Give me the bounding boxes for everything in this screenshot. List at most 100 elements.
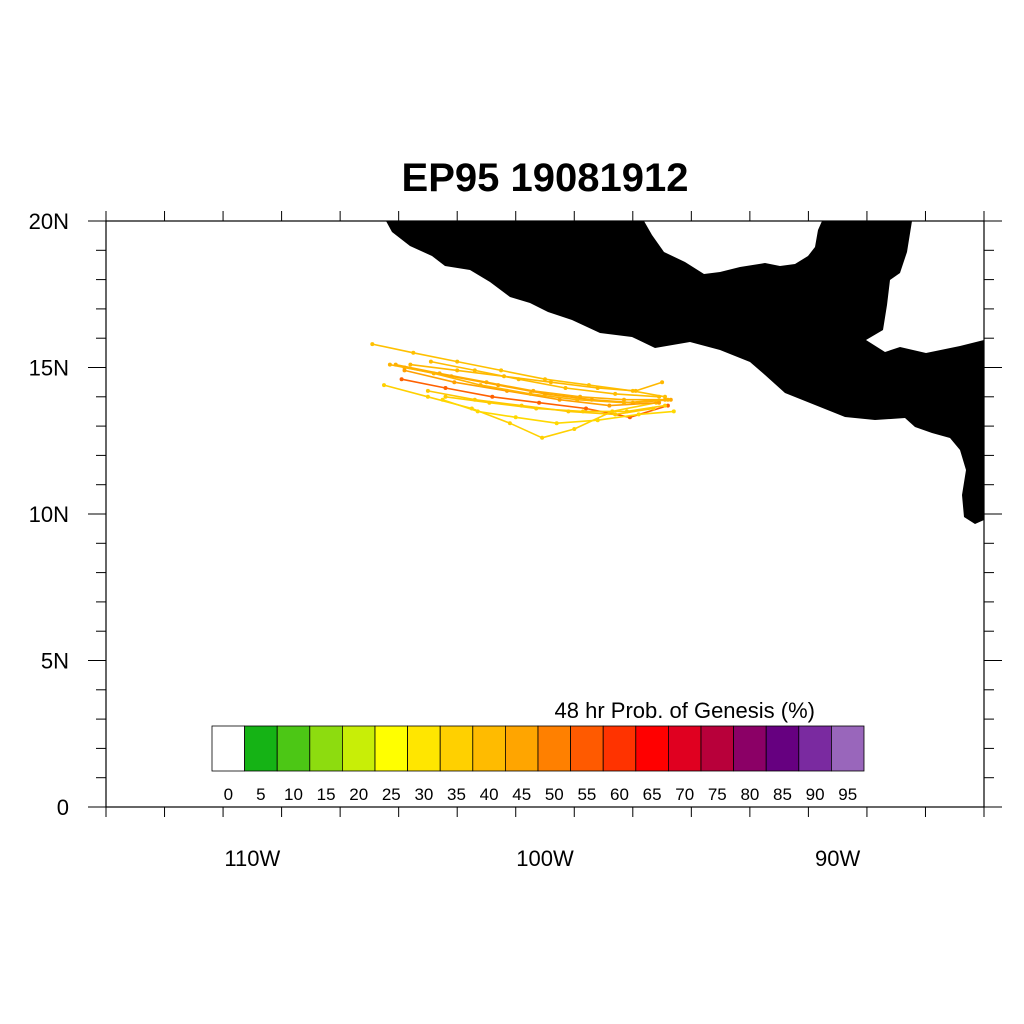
track-point xyxy=(665,403,670,408)
colorbar-label: 55 xyxy=(577,785,596,804)
colorbar-label: 80 xyxy=(740,785,759,804)
colorbar-label: 25 xyxy=(382,785,401,804)
track-point xyxy=(633,388,638,393)
track-point xyxy=(387,362,392,367)
track-point xyxy=(382,383,386,388)
track-point xyxy=(575,397,580,402)
track-point xyxy=(537,400,542,405)
track-point xyxy=(507,421,512,426)
track-point xyxy=(540,435,545,440)
track-point xyxy=(663,403,667,408)
track-point xyxy=(622,397,626,402)
colorbar-label: 15 xyxy=(317,785,336,804)
track-point xyxy=(607,403,612,408)
colorbar-box xyxy=(765,725,800,772)
x-tick-label: 90W xyxy=(815,846,860,871)
colorbar-box xyxy=(602,725,637,772)
track-point xyxy=(548,380,553,385)
colorbar-box xyxy=(341,725,376,772)
track-point xyxy=(528,391,533,396)
track-point xyxy=(425,388,430,393)
track-point xyxy=(595,418,600,423)
colorbar-label: 60 xyxy=(610,785,629,804)
track-point xyxy=(428,359,433,364)
colorbar-label: 70 xyxy=(675,785,694,804)
track-point xyxy=(543,377,547,382)
track-point xyxy=(475,409,480,414)
colorbar-box xyxy=(798,725,832,772)
colorbar-box xyxy=(211,725,245,772)
storm-track xyxy=(445,396,666,413)
track-point xyxy=(557,397,562,402)
track-point xyxy=(516,377,521,382)
track-point xyxy=(455,359,460,364)
colorbar-label: 85 xyxy=(773,785,792,804)
y-tick-label: 0 xyxy=(57,795,69,820)
track-point xyxy=(572,427,577,431)
colorbar-label: 10 xyxy=(284,785,303,804)
colorbar-label: 20 xyxy=(349,785,368,804)
map-title: EP95 19081912 xyxy=(402,156,689,200)
axis-ticks xyxy=(88,211,1002,817)
colorbar-title: 48 hr Prob. of Genesis (%) xyxy=(555,698,815,723)
track-point xyxy=(613,391,618,396)
track-point xyxy=(490,394,495,399)
colorbar-box xyxy=(407,725,441,772)
track-point xyxy=(499,368,504,373)
track-point xyxy=(431,371,436,376)
land-mexico xyxy=(386,221,984,524)
track-point xyxy=(440,397,445,402)
track-point xyxy=(668,397,673,402)
track-point xyxy=(563,386,568,390)
track-point xyxy=(370,342,375,347)
track-point xyxy=(595,386,600,390)
colorbar-box xyxy=(570,725,604,772)
track-point xyxy=(622,400,626,405)
colorbar-box xyxy=(504,725,539,772)
colorbar-labels: 0 5 10 15 20 25 30 35 40 45 50 55 60 65 70 75 80 85 90 95 xyxy=(224,785,858,804)
colorbar-box xyxy=(472,725,506,772)
track-point xyxy=(452,380,457,385)
track-point xyxy=(455,368,460,373)
colorbar-box xyxy=(244,725,278,772)
colorbar-box xyxy=(276,725,311,772)
colorbar-box xyxy=(439,725,474,772)
track-point xyxy=(443,386,448,390)
y-tick-label: 15N xyxy=(29,356,69,381)
colorbar-label: 0 xyxy=(224,785,233,804)
colorbar xyxy=(211,725,865,772)
track-point xyxy=(660,380,665,385)
track-point xyxy=(478,383,483,388)
colorbar-box xyxy=(733,725,767,772)
colorbar-label: 30 xyxy=(414,785,433,804)
colorbar-box xyxy=(537,725,571,772)
track-point xyxy=(425,394,430,399)
track-point xyxy=(657,394,662,399)
track-point xyxy=(613,412,618,417)
colorbar-box xyxy=(831,725,865,772)
track-point xyxy=(408,362,413,367)
track-point xyxy=(584,406,588,411)
track-point xyxy=(399,377,404,382)
colorbar-label: 50 xyxy=(545,785,564,804)
track-point xyxy=(624,409,629,414)
colorbar-label: 90 xyxy=(806,785,825,804)
storm-track xyxy=(404,369,660,407)
y-tick-label: 5N xyxy=(41,649,69,674)
colorbar-label: 75 xyxy=(708,785,727,804)
y-tick-label: 10N xyxy=(29,502,69,527)
track-point xyxy=(443,394,448,399)
track-point xyxy=(472,368,477,373)
track-point xyxy=(513,415,518,420)
track-point xyxy=(581,409,585,414)
x-tick-label: 100W xyxy=(516,846,574,871)
colorbar-box xyxy=(668,725,702,772)
colorbar-box xyxy=(635,725,669,772)
storm-track xyxy=(430,360,660,398)
track-point xyxy=(534,406,539,411)
track-point xyxy=(487,400,492,405)
y-tick-label: 20N xyxy=(29,209,69,234)
track-point xyxy=(671,409,676,414)
x-tick-label: 110W xyxy=(224,846,280,871)
